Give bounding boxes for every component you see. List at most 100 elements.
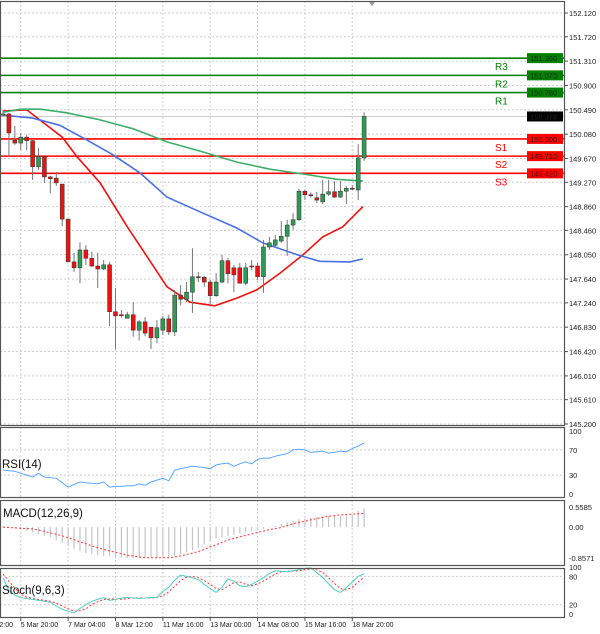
candle-body xyxy=(308,194,314,196)
candle-body xyxy=(196,276,201,278)
level-price-box xyxy=(527,133,563,144)
y-tick-label: 149.270 xyxy=(569,178,596,187)
y-tick-label: 150.080 xyxy=(569,130,596,139)
candle-body xyxy=(243,267,248,284)
rsi-title: RSI(14) xyxy=(2,459,42,471)
level-name-r3: R3 xyxy=(495,62,508,73)
stoch-title: Stoch(9,6,3) xyxy=(2,585,65,597)
rsi-panel xyxy=(2,442,365,488)
candle-body xyxy=(207,281,213,296)
candle-body xyxy=(255,265,260,277)
candle-body xyxy=(148,326,154,339)
candle-body xyxy=(48,176,53,179)
x-tick-label: 18 Mar 20:00 xyxy=(352,622,393,629)
candle-body xyxy=(202,277,207,283)
level-price-label: 151.360 xyxy=(530,54,557,63)
y-tick-label: 151.310 xyxy=(569,57,596,66)
candle-body xyxy=(326,191,331,195)
y-tick-label: 147.240 xyxy=(569,299,596,308)
y-tick-label: 152.120 xyxy=(569,9,596,18)
candle-body xyxy=(136,321,142,331)
macd-signal-line xyxy=(2,512,365,559)
y-tick-label: 146.830 xyxy=(569,323,596,332)
panel-frame xyxy=(0,567,566,619)
candle-body xyxy=(107,264,112,312)
candle-body xyxy=(101,264,106,270)
level-price-box xyxy=(527,168,563,179)
grid xyxy=(0,1,565,617)
candle-body xyxy=(344,187,349,192)
candle-body xyxy=(18,136,24,144)
candle-body xyxy=(59,183,65,220)
y-tick-label: 146.010 xyxy=(569,372,596,381)
candle-body xyxy=(77,249,83,269)
level-price-label: 151.070 xyxy=(530,71,557,80)
candle-body xyxy=(296,190,302,220)
level-price-box xyxy=(527,151,563,162)
indicator-y-label: 80 xyxy=(569,572,577,581)
candle-body xyxy=(332,191,337,198)
candle-body xyxy=(219,260,225,283)
axis-labels: 2:00 5 Mar 20:00 7 Mar 04:00 8 Mar 12:00 11 … xyxy=(0,9,596,629)
level-name-s1: S1 xyxy=(495,143,508,154)
stoch-signal-line xyxy=(2,568,365,612)
mid-ma-line xyxy=(2,114,364,263)
y-tick-label: 145.200 xyxy=(569,420,596,429)
indicator-y-label: 70 xyxy=(569,446,577,455)
candles xyxy=(0,109,367,350)
candle-body xyxy=(184,291,189,300)
y-tick-label: 148.460 xyxy=(569,226,596,235)
candle-body xyxy=(249,265,254,268)
candle-body xyxy=(166,318,172,333)
candle-body xyxy=(154,327,160,339)
pivot-levels: R3 R2 R1 S1 S2 S3 xyxy=(0,57,565,188)
indicator-y-label: 0.00 xyxy=(569,523,584,532)
level-price-box xyxy=(527,53,563,64)
candle-body xyxy=(125,314,130,319)
chart-shift-marker xyxy=(369,2,375,6)
candle-body xyxy=(130,314,136,331)
candle-body xyxy=(6,113,12,134)
candle-body xyxy=(278,236,284,242)
candle-body xyxy=(83,249,89,259)
x-tick-label: 7 Mar 04:00 xyxy=(68,622,105,629)
candle-body xyxy=(71,261,77,269)
level-name-s3: S3 xyxy=(495,177,508,188)
candle-body xyxy=(290,219,296,226)
candle-body xyxy=(231,267,237,276)
y-tick-label: 150.490 xyxy=(569,106,596,115)
indicator-y-label: 100 xyxy=(569,563,582,572)
candle-body xyxy=(12,139,18,144)
indicator-y-label: 0 xyxy=(569,490,573,499)
candle-body xyxy=(24,136,29,141)
candle-body xyxy=(190,276,195,293)
level-name-r1: R1 xyxy=(495,97,508,108)
candle-body xyxy=(142,321,148,334)
indicator-y-label: 0.5585 xyxy=(569,503,592,512)
y-tick-label: 147.640 xyxy=(569,275,596,284)
current-price-label: 150.378 xyxy=(530,112,557,121)
x-tick-label: 14 Mar 08:00 xyxy=(258,622,299,629)
candle-body xyxy=(160,318,166,331)
level-price-label: 150.780 xyxy=(530,89,557,98)
candle-body xyxy=(338,190,343,198)
candle-body xyxy=(314,197,320,201)
level-name-s2: S2 xyxy=(495,160,508,171)
candle-body xyxy=(261,246,266,277)
x-tick-label: 11 Mar 16:00 xyxy=(163,622,204,629)
level-name-r2: R2 xyxy=(495,79,508,90)
axes xyxy=(0,0,568,621)
moving-averages xyxy=(2,108,364,307)
current-price-box xyxy=(527,111,563,122)
candle-body xyxy=(30,140,35,168)
candle-body xyxy=(320,193,325,203)
panel-frame xyxy=(0,0,566,427)
y-tick-label: 148.860 xyxy=(569,203,596,212)
candle-body xyxy=(355,157,361,191)
panel-frame xyxy=(0,426,566,499)
candle-body xyxy=(302,190,308,195)
x-tick-label: 2:00 xyxy=(0,622,13,629)
candle-body xyxy=(172,294,177,333)
x-tick-label: 5 Mar 20:00 xyxy=(21,622,58,629)
